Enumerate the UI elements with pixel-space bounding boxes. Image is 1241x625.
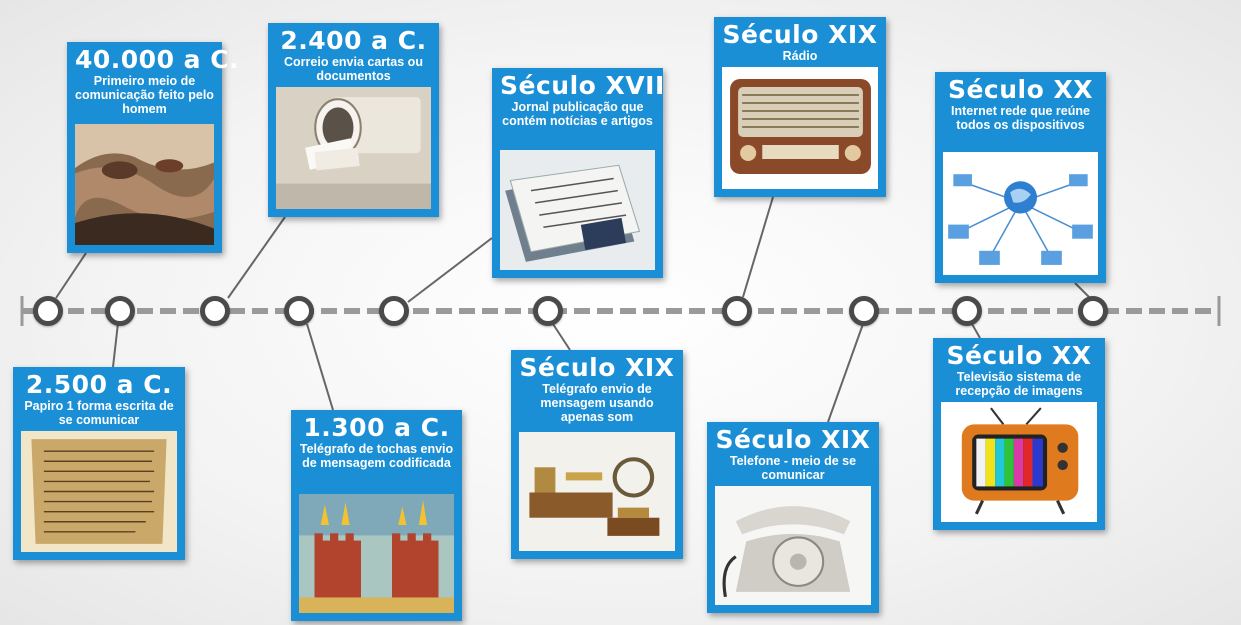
event-card-40000-bc: 40.000 a C. Primeiro meio de comunicação… <box>67 42 240 253</box>
event-description: Jornal publicação que contém notícias e … <box>502 100 653 128</box>
papyrus-icon <box>21 431 177 552</box>
event-date: Século XX <box>946 341 1092 370</box>
radio-icon <box>722 67 878 189</box>
event-card-2400-bc: 2.400 a C. Correio envia cartas ou docum… <box>268 23 439 217</box>
event-description: Internet rede que reúne todos os disposi… <box>951 104 1090 132</box>
event-date: 2.400 a C. <box>280 26 427 55</box>
timeline-node <box>105 296 135 326</box>
event-card-1300-bc: 1.300 a C. Telégrafo de tochas envio de … <box>291 410 462 621</box>
timeline-node <box>200 296 230 326</box>
event-description: Papiro 1 forma escrita de se comunicar <box>24 399 174 427</box>
event-description: Rádio <box>782 49 818 63</box>
newspaper-icon <box>500 150 655 270</box>
connector-line <box>1074 282 1091 299</box>
event-description: Telefone - meio de se comunicar <box>729 454 857 482</box>
event-card-17th-century: Século XVII Jornal publicação que contém… <box>492 68 665 278</box>
event-description: Correio envia cartas ou documentos <box>284 55 423 83</box>
connector-line <box>407 237 493 303</box>
event-description: Telégrafo envio de mensagem usando apena… <box>540 382 654 424</box>
timeline-node <box>849 296 879 326</box>
event-date: Século XIX <box>722 20 878 49</box>
connector-line <box>112 322 119 368</box>
event-date: Século XVII <box>500 71 665 100</box>
timeline-node <box>284 296 314 326</box>
timeline-node <box>1078 296 1108 326</box>
event-description: Telégrafo de tochas envio de mensagem co… <box>299 442 454 470</box>
event-card-19th-century-telegraph: Século XIX Telégrafo envio de mensagem u… <box>511 350 683 559</box>
event-date: 1.300 a C. <box>303 413 450 442</box>
connector-line <box>827 323 864 423</box>
mailbox-icon <box>276 87 431 209</box>
connector-line <box>742 196 774 298</box>
connector-line <box>552 323 571 351</box>
timeline-node <box>952 296 982 326</box>
timeline-node <box>33 296 63 326</box>
event-card-2500-bc: 2.500 a C. Papiro 1 forma escrita de se … <box>13 367 185 560</box>
timeline-node <box>722 296 752 326</box>
event-date: Século XIX <box>519 353 675 382</box>
cave-painting-icon <box>75 124 214 245</box>
telephone-icon <box>715 486 871 605</box>
event-card-19th-century-radio: Século XIX Rádio <box>714 17 886 197</box>
timeline-node <box>379 296 409 326</box>
event-date: Século XIX <box>715 425 871 454</box>
television-icon <box>941 402 1097 522</box>
connector-line <box>306 323 334 411</box>
telegraph-icon <box>519 432 675 551</box>
event-date: 2.500 a C. <box>25 370 173 399</box>
event-date: 40.000 a C. <box>75 45 240 74</box>
event-description: Televisão sistema de recepção de imagens <box>955 370 1083 398</box>
event-card-20th-century-television: Século XX Televisão sistema de recepção … <box>933 338 1105 530</box>
internet-network-icon <box>943 152 1098 275</box>
event-date: Século XX <box>947 75 1094 104</box>
timeline-node <box>533 296 563 326</box>
event-description: Primeiro meio de comunicação feito pelo … <box>75 74 214 116</box>
event-card-20th-century-internet: Século XX Internet rede que reúne todos … <box>935 72 1106 283</box>
connector-line <box>55 252 87 299</box>
torch-telegraph-icon <box>299 494 454 613</box>
event-card-19th-century-telephone: Século XIX Telefone - meio de se comunic… <box>707 422 879 613</box>
connector-line <box>971 323 981 339</box>
connector-line <box>227 216 286 299</box>
